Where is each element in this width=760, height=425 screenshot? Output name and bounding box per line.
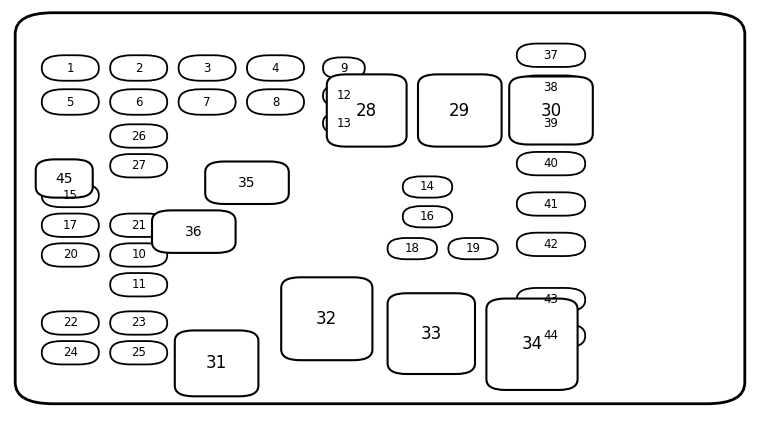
Text: 35: 35 [238, 176, 256, 190]
Text: 5: 5 [67, 96, 74, 108]
FancyBboxPatch shape [403, 176, 452, 198]
FancyBboxPatch shape [323, 113, 365, 134]
Text: 33: 33 [421, 325, 442, 343]
FancyBboxPatch shape [110, 341, 167, 364]
FancyBboxPatch shape [517, 112, 585, 135]
FancyBboxPatch shape [15, 13, 745, 404]
Text: 45: 45 [55, 172, 73, 185]
FancyBboxPatch shape [36, 159, 93, 198]
Text: 25: 25 [131, 346, 146, 359]
FancyBboxPatch shape [509, 76, 593, 144]
Text: 12: 12 [337, 89, 351, 102]
Text: 14: 14 [420, 181, 435, 193]
FancyBboxPatch shape [42, 184, 99, 207]
Text: 43: 43 [543, 293, 559, 306]
FancyBboxPatch shape [517, 192, 585, 216]
FancyBboxPatch shape [110, 273, 167, 297]
Text: 11: 11 [131, 278, 146, 291]
Text: 20: 20 [63, 249, 78, 261]
Text: 39: 39 [543, 117, 559, 130]
FancyBboxPatch shape [323, 85, 365, 106]
FancyBboxPatch shape [486, 298, 578, 390]
FancyBboxPatch shape [517, 152, 585, 176]
Text: 31: 31 [206, 354, 227, 372]
Text: 23: 23 [131, 317, 146, 329]
FancyBboxPatch shape [323, 57, 365, 79]
Text: 4: 4 [272, 62, 279, 74]
Text: 8: 8 [272, 96, 279, 108]
FancyBboxPatch shape [179, 89, 236, 115]
FancyBboxPatch shape [281, 278, 372, 360]
FancyBboxPatch shape [110, 154, 167, 178]
Text: 40: 40 [543, 157, 559, 170]
Text: 9: 9 [340, 62, 347, 74]
FancyBboxPatch shape [247, 89, 304, 115]
Text: 26: 26 [131, 130, 146, 142]
Text: 15: 15 [63, 189, 78, 202]
Text: 37: 37 [543, 49, 559, 62]
Text: 10: 10 [131, 249, 146, 261]
FancyBboxPatch shape [42, 341, 99, 364]
FancyBboxPatch shape [388, 238, 437, 259]
Text: 22: 22 [63, 317, 78, 329]
FancyBboxPatch shape [42, 214, 99, 237]
Text: 17: 17 [63, 219, 78, 232]
FancyBboxPatch shape [388, 293, 475, 374]
FancyBboxPatch shape [110, 55, 167, 81]
FancyBboxPatch shape [205, 162, 289, 204]
Text: 29: 29 [449, 102, 470, 119]
FancyBboxPatch shape [247, 55, 304, 81]
Text: 41: 41 [543, 198, 559, 210]
Text: 3: 3 [204, 62, 211, 74]
FancyBboxPatch shape [152, 210, 236, 253]
Text: 6: 6 [135, 96, 142, 108]
FancyBboxPatch shape [327, 74, 407, 147]
Text: 30: 30 [540, 102, 562, 119]
FancyBboxPatch shape [517, 324, 585, 348]
Text: 21: 21 [131, 219, 146, 232]
Text: 16: 16 [420, 210, 435, 223]
FancyBboxPatch shape [110, 311, 167, 335]
Text: 13: 13 [337, 117, 351, 130]
Text: 36: 36 [185, 225, 203, 238]
Text: 32: 32 [316, 310, 337, 328]
FancyBboxPatch shape [517, 76, 585, 99]
FancyBboxPatch shape [517, 288, 585, 311]
FancyBboxPatch shape [517, 233, 585, 256]
FancyBboxPatch shape [42, 243, 99, 267]
FancyBboxPatch shape [179, 55, 236, 81]
Text: 38: 38 [543, 81, 559, 94]
FancyBboxPatch shape [418, 74, 502, 147]
Text: 2: 2 [135, 62, 142, 74]
FancyBboxPatch shape [175, 331, 258, 396]
Text: 44: 44 [543, 329, 559, 342]
FancyBboxPatch shape [110, 214, 167, 237]
Text: 27: 27 [131, 159, 146, 172]
FancyBboxPatch shape [42, 55, 99, 81]
FancyBboxPatch shape [403, 206, 452, 227]
FancyBboxPatch shape [110, 89, 167, 115]
Text: 18: 18 [405, 242, 420, 255]
Text: 19: 19 [466, 242, 480, 255]
Text: 1: 1 [67, 62, 74, 74]
FancyBboxPatch shape [110, 124, 167, 147]
FancyBboxPatch shape [110, 243, 167, 267]
FancyBboxPatch shape [42, 89, 99, 115]
Text: 28: 28 [356, 102, 377, 119]
FancyBboxPatch shape [42, 311, 99, 335]
Text: 7: 7 [204, 96, 211, 108]
Text: 34: 34 [521, 335, 543, 353]
FancyBboxPatch shape [517, 43, 585, 67]
FancyBboxPatch shape [448, 238, 498, 259]
Text: 24: 24 [63, 346, 78, 359]
Text: 42: 42 [543, 238, 559, 251]
